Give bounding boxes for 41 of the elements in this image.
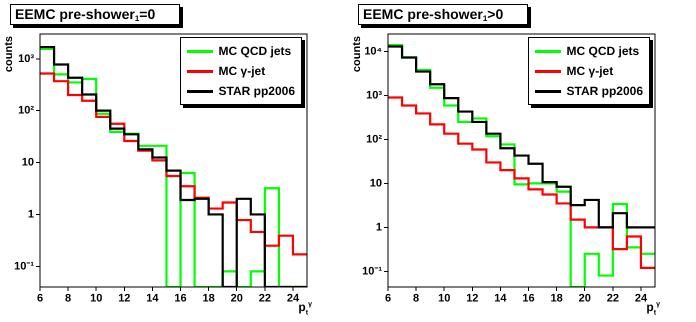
- y-tick-label: 10⁻¹: [14, 260, 34, 272]
- x-tick-label: 14: [494, 292, 508, 305]
- chart-title: EEMC pre-shower$_{1}$>0: [358, 4, 528, 25]
- x-tick-label: 22: [258, 292, 271, 305]
- x-tick-label: 14: [146, 292, 160, 305]
- y-tick-label: 1: [28, 208, 34, 220]
- x-tick-label: 18: [202, 292, 215, 305]
- legend-label: STAR pp2006: [566, 84, 643, 98]
- y-tick-label: 10²: [366, 133, 382, 146]
- y-tick-label: 10²: [18, 104, 34, 117]
- x-tick-label: 20: [230, 292, 243, 305]
- legend-label: MC QCD jets: [218, 44, 292, 58]
- x-tick-label: 6: [36, 292, 44, 305]
- y-tick-label: 10³: [18, 52, 34, 65]
- legend-label: MC QCD jets: [566, 44, 640, 58]
- x-tick-label: 8: [65, 292, 72, 305]
- legend-label: MC γ-jet: [566, 64, 614, 78]
- x-tick-label: 16: [174, 292, 187, 305]
- y-tick-label: 10³: [366, 89, 382, 102]
- x-tick-label: 8: [413, 292, 420, 305]
- x-tick-label: 10: [438, 292, 450, 305]
- x-tick-label: 10: [90, 292, 102, 305]
- y-tick-label: 1: [376, 221, 382, 234]
- x-tick-label: 24: [634, 292, 648, 305]
- x-tick-label: 6: [384, 292, 392, 305]
- x-tick-label: 18: [550, 292, 563, 305]
- y-axis-title: counts: [3, 36, 15, 72]
- x-tick-label: 12: [118, 292, 130, 305]
- legend-label: STAR pp2006: [218, 84, 295, 98]
- legend-label: MC γ-jet: [218, 64, 266, 78]
- y-tick-label: 10⁴: [364, 46, 382, 58]
- x-tick-label: 22: [606, 292, 619, 305]
- chart-title: EEMC pre-shower$_{1}$=0: [10, 4, 180, 25]
- y-tick-label: 10: [370, 177, 382, 190]
- x-tick-label: 16: [522, 292, 535, 305]
- x-tick-label: 12: [466, 292, 478, 305]
- x-tick-label: 20: [578, 292, 591, 305]
- y-axis-title: counts: [351, 36, 363, 72]
- x-tick-label: 24: [286, 292, 300, 305]
- y-tick-label: 10: [22, 156, 34, 169]
- y-tick-label: 10⁻¹: [362, 265, 382, 278]
